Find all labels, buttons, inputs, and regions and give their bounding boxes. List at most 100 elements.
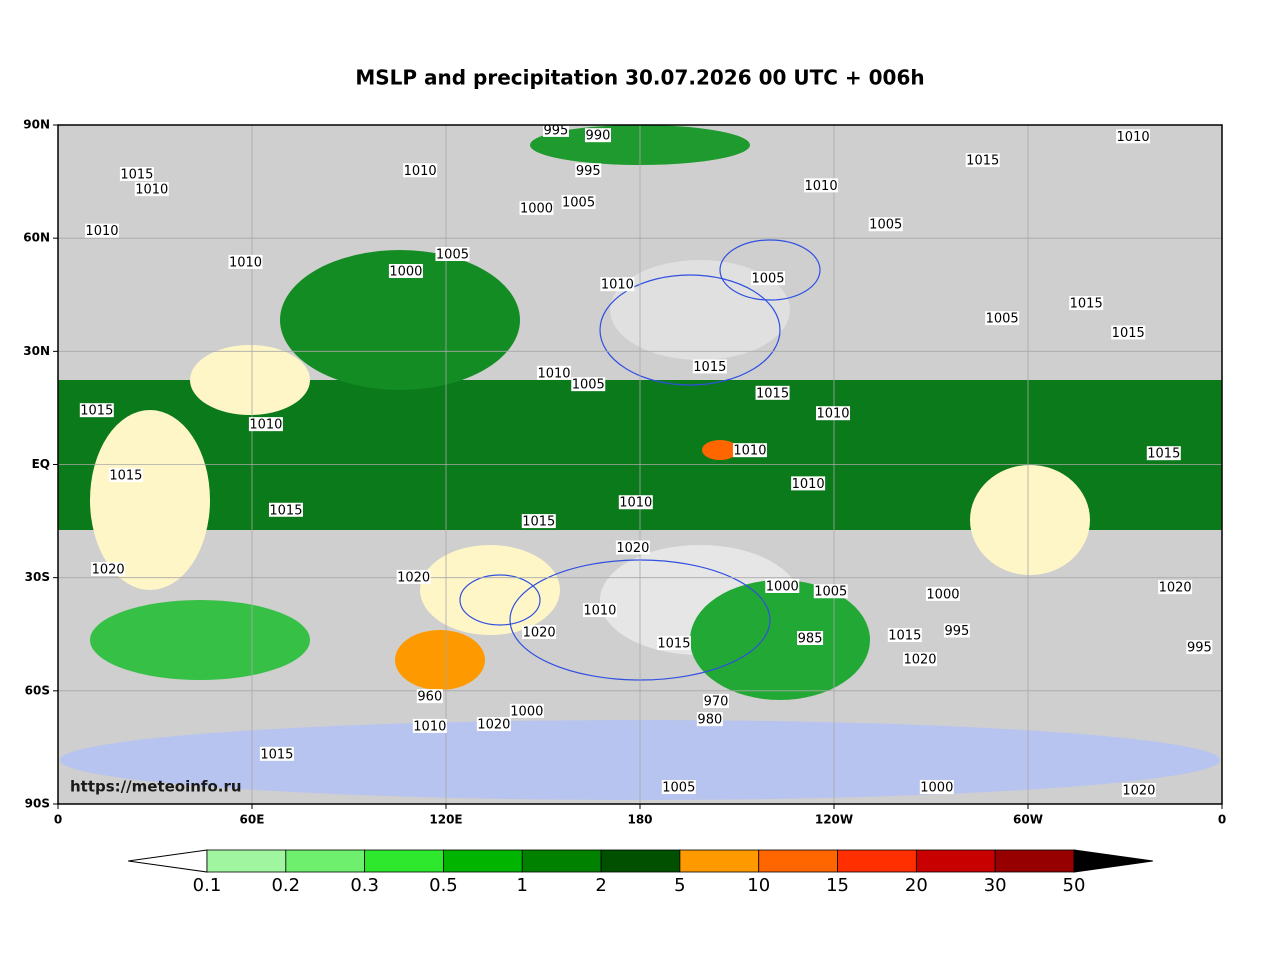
isobar-label: 1010: [135, 183, 168, 198]
isobar-label: 1015: [269, 503, 302, 518]
colorbar-label: 15: [826, 875, 849, 896]
isobar-label-box: [403, 163, 438, 178]
isobar-label: 1005: [436, 248, 469, 263]
isobar-label-box: [887, 628, 922, 643]
x-tick-label: 0: [1218, 813, 1226, 827]
x-tick-label: 120W: [815, 813, 853, 827]
colorbar-label: 1: [517, 875, 528, 896]
x-tick-label: 180: [627, 813, 652, 827]
dry-area: [420, 545, 560, 635]
isobar-label-box: [615, 540, 650, 555]
isobar-label-box: [1069, 296, 1104, 311]
isobar-label: 1020: [1122, 784, 1155, 799]
isobar-label-box: [618, 495, 653, 510]
isobar-label-box: [755, 385, 790, 400]
isobar: [719, 239, 821, 301]
isobar-label-box: [522, 624, 557, 639]
isobar-label-box: [791, 476, 826, 491]
isobar-label: 1005: [869, 218, 902, 233]
isobar-label: 1015: [1070, 297, 1103, 312]
isobar-label: 1010: [619, 496, 652, 511]
dry-area: [190, 345, 310, 415]
isobar-label: 1010: [733, 444, 766, 459]
isobar-label-box: [1111, 325, 1146, 340]
colorbar-label: 0.5: [429, 875, 458, 896]
isobar-label-box: [1116, 129, 1151, 144]
isobar-label: 1000: [926, 587, 959, 602]
map-title: MSLP and precipitation 30.07.2026 00 UTC…: [355, 66, 924, 90]
isobar-label: 1015: [80, 404, 113, 419]
isobar-label-box: [732, 443, 767, 458]
colorbar-box: [994, 849, 1075, 873]
isobar-label-box: [1146, 446, 1181, 461]
isobar-label: 1010: [249, 418, 282, 433]
dry-area: [970, 465, 1090, 575]
isobar-label-box: [1158, 580, 1193, 595]
colorbar-under: [128, 849, 208, 873]
isobar-label-box: [600, 277, 635, 292]
isobar-label: 1020: [397, 570, 430, 585]
isobar-label: 1015: [1147, 447, 1180, 462]
x-tick-label: 0: [54, 813, 62, 827]
isobar-label: 1020: [1159, 581, 1192, 596]
isobar-label: 1010: [805, 179, 838, 194]
heavy-precip-area: [395, 630, 485, 690]
colorbar-label: 0.2: [271, 875, 300, 896]
isobar-label-box: [108, 468, 143, 483]
isobar-label: 1015: [657, 636, 690, 651]
isobar-label: 1015: [1112, 326, 1145, 341]
colorbar-box: [679, 849, 760, 873]
isobar-label-box: [435, 247, 470, 262]
isobar-label: 1020: [523, 625, 556, 640]
x-tick-label: 120E: [429, 813, 462, 827]
isobar-label: 1015: [693, 360, 726, 375]
isobar-label: 1010: [792, 477, 825, 492]
colorbar: 0.1 0.2 0.3 0.5 1 2 5 10 15 20 30 50: [128, 849, 1153, 896]
isobar-label: 1010: [413, 719, 446, 734]
colorbar-label: 30: [984, 875, 1007, 896]
isobar-label: 985: [798, 632, 823, 647]
isobar-label-box: [696, 712, 723, 727]
isobar-label: 1015: [756, 386, 789, 401]
colorbar-label: 0.1: [193, 875, 222, 896]
isobar-label-box: [919, 780, 954, 795]
isobar-label-box: [925, 586, 960, 601]
isobar-label: 1005: [986, 312, 1019, 327]
colorbar-box: [758, 849, 838, 873]
colorbar-box: [915, 849, 996, 873]
isobar-label: 1010: [1117, 130, 1150, 145]
isobar-label-box: [575, 163, 602, 178]
isobar-label-box: [868, 217, 903, 232]
isobar-label-box: [79, 403, 114, 418]
y-tick-label: 60N: [23, 231, 50, 245]
y-tick-label: EQ: [32, 457, 50, 471]
isobar-label-box: [571, 377, 606, 392]
isobar-label: 960: [417, 690, 442, 705]
isobar-label-box: [1186, 640, 1213, 655]
isobar-label-box: [1121, 783, 1156, 798]
colorbar-label: 20: [905, 875, 928, 896]
colorbar-box: [285, 849, 366, 873]
isobar-label-box: [903, 652, 938, 667]
isobar-label-box: [268, 502, 303, 517]
isobar-label: 980: [697, 713, 722, 728]
colorbar-box: [600, 849, 681, 873]
isobar-label-box: [542, 122, 569, 137]
precip-area: [690, 580, 870, 700]
isobar-label-box: [797, 631, 824, 646]
isobar-label: 995: [1187, 641, 1212, 656]
isobar-label-box: [582, 603, 617, 618]
isobar-label-box: [228, 254, 263, 269]
colorbar-box: [206, 849, 287, 873]
isobar: [459, 574, 541, 626]
y-tick-label: 60S: [25, 683, 50, 697]
isobar-label: 1005: [814, 585, 847, 600]
isobar-label-box: [816, 406, 851, 421]
heavy-precip-area: [702, 440, 738, 460]
isobar-label-box: [519, 200, 554, 215]
isobar-label: 1000: [920, 781, 953, 796]
isobar-label-box: [561, 194, 596, 209]
x-tick-label: 60E: [240, 813, 265, 827]
